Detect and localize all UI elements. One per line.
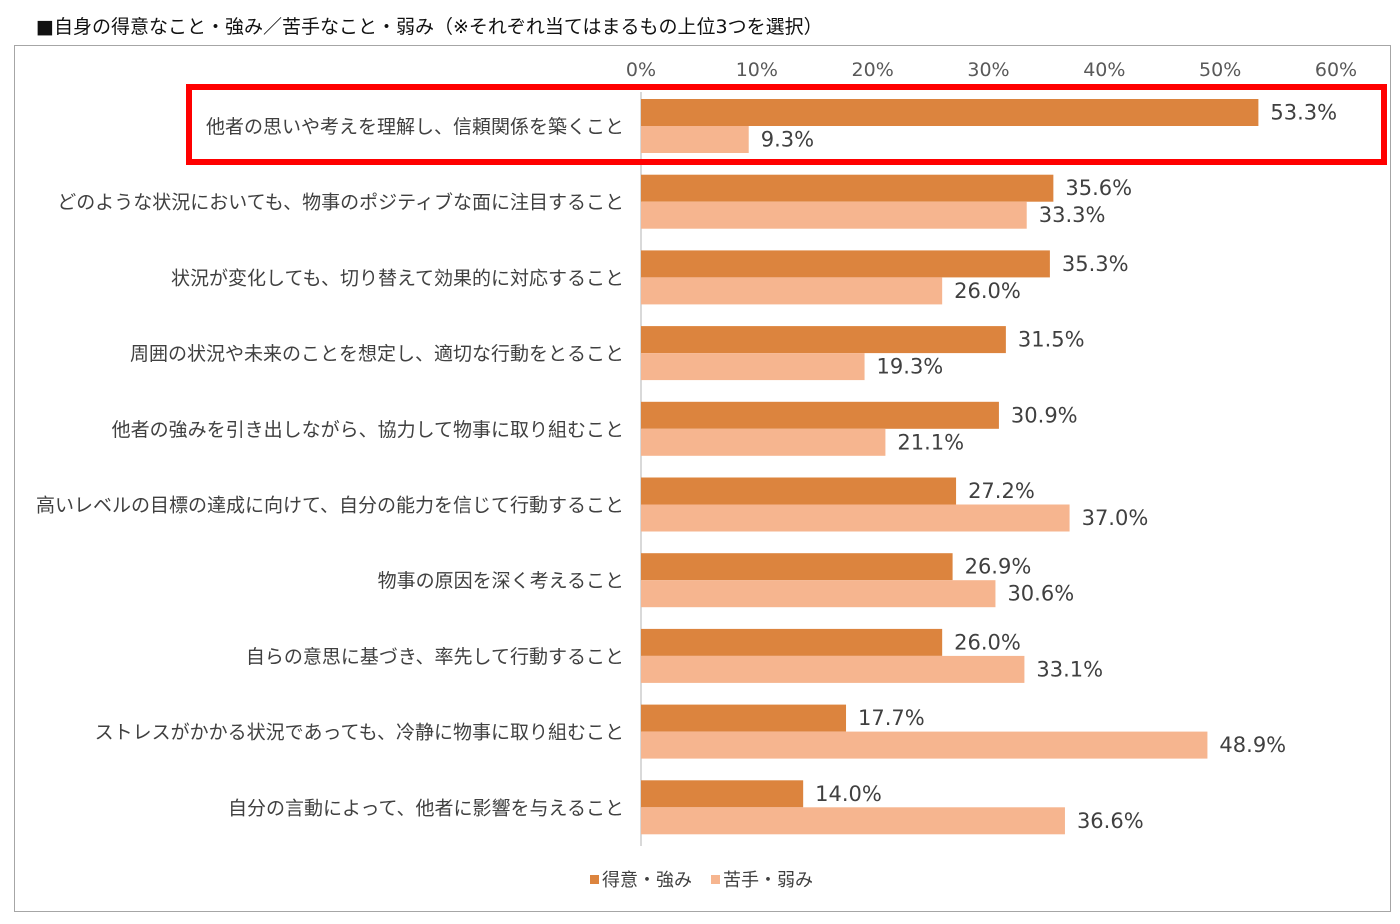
category-label: 他者の思いや考えを理解し、信頼関係を築くこと bbox=[206, 116, 624, 138]
bar-strength bbox=[641, 99, 1259, 126]
data-label-strength: 27.2% bbox=[968, 479, 1035, 503]
x-tick-label: 20% bbox=[852, 59, 894, 81]
bar-weakness bbox=[641, 201, 1027, 229]
chart-title: ■自身の得意なこと・強み／苦手なこと・弱み（※それぞれ当てはまるもの上位3つを選… bbox=[36, 16, 823, 38]
data-label-weakness: 33.1% bbox=[1036, 657, 1103, 681]
bar-strength bbox=[641, 326, 1006, 354]
data-label-weakness: 9.3% bbox=[761, 128, 814, 152]
data-label-strength: 14.0% bbox=[815, 782, 882, 806]
bar-weakness bbox=[641, 126, 749, 153]
data-label-weakness: 19.3% bbox=[877, 355, 944, 379]
bar-strength bbox=[641, 174, 1054, 202]
bar-weakness bbox=[641, 580, 996, 608]
data-label-strength: 35.3% bbox=[1062, 252, 1129, 276]
data-label-weakness: 26.0% bbox=[954, 279, 1021, 303]
bar-strength bbox=[641, 704, 847, 732]
data-label-strength: 35.6% bbox=[1065, 176, 1132, 200]
bar-weakness bbox=[641, 277, 943, 305]
data-label-weakness: 48.9% bbox=[1219, 733, 1286, 757]
bar-strength bbox=[641, 780, 804, 808]
data-label-strength: 30.9% bbox=[1011, 403, 1078, 427]
category-label: 周囲の状況や未来のことを想定し、適切な行動をとること bbox=[130, 343, 624, 365]
category-label: 他者の強みを引き出しながら、協力して物事に取り組むこと bbox=[112, 419, 624, 441]
bar-strength bbox=[641, 477, 957, 505]
legend-swatch-weakness bbox=[711, 875, 720, 884]
bar-strength bbox=[641, 401, 999, 429]
data-label-strength: 26.0% bbox=[954, 630, 1021, 654]
bar-strength bbox=[641, 553, 953, 581]
x-tick-label: 60% bbox=[1315, 59, 1357, 81]
bar-weakness bbox=[641, 655, 1025, 683]
legend-swatch-strength bbox=[590, 875, 599, 884]
data-label-strength: 26.9% bbox=[965, 555, 1032, 579]
bar-weakness bbox=[641, 428, 886, 456]
legend-label-weakness: 苦手・弱み bbox=[723, 870, 813, 891]
data-label-weakness: 37.0% bbox=[1082, 506, 1149, 530]
x-tick-label: 0% bbox=[626, 59, 656, 81]
data-label-strength: 31.5% bbox=[1018, 328, 1085, 352]
data-label-weakness: 33.3% bbox=[1039, 203, 1106, 227]
data-label-strength: 17.7% bbox=[858, 706, 925, 730]
bar-weakness bbox=[641, 353, 865, 381]
category-label: どのような状況においても、物事のポジティブな面に注目すること bbox=[57, 191, 624, 214]
category-label: 状況が変化しても、切り替えて効果的に対応すること bbox=[171, 267, 624, 289]
data-label-strength: 53.3% bbox=[1270, 101, 1337, 125]
bar-strength bbox=[641, 250, 1050, 278]
data-label-weakness: 30.6% bbox=[1007, 582, 1074, 606]
highlight-box bbox=[186, 84, 1387, 165]
category-label: 自分の言動によって、他者に影響を与えること bbox=[228, 797, 624, 819]
category-label: ストレスがかかる状況であっても、冷静に物事に取り組むこと bbox=[95, 722, 624, 744]
legend-label-strength: 得意・強み bbox=[602, 870, 692, 891]
x-tick-label: 40% bbox=[1083, 59, 1125, 81]
category-label: 物事の原因を深く考えること bbox=[378, 570, 624, 592]
data-label-weakness: 36.6% bbox=[1077, 809, 1144, 833]
chart-frame bbox=[14, 45, 1391, 912]
category-label: 高いレベルの目標の達成に向けて、自分の能力を信じて行動すること bbox=[36, 495, 624, 517]
bar-strength bbox=[641, 628, 943, 656]
x-tick-label: 10% bbox=[736, 59, 778, 81]
x-tick-label: 30% bbox=[967, 59, 1009, 81]
bar-weakness bbox=[641, 504, 1070, 532]
data-label-weakness: 21.1% bbox=[897, 430, 964, 454]
category-label: 自らの意思に基づき、率先して行動すること bbox=[246, 646, 624, 668]
bar-weakness bbox=[641, 731, 1208, 759]
x-tick-label: 50% bbox=[1199, 59, 1241, 81]
bar-weakness bbox=[641, 807, 1065, 835]
